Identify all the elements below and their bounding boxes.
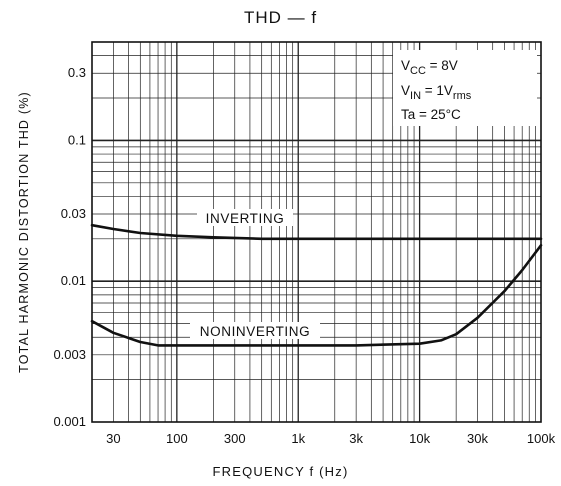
condition-text: VIN = 1Vrms — [401, 83, 472, 102]
y-tick-label: 0.01 — [61, 273, 86, 288]
tick-labels: 30 100 300 1k 3k 10k 30k 100k 0.001 0.003 0.01 0.03… — [53, 65, 555, 446]
x-axis-label: FREQUENCY f (Hz) — [212, 464, 349, 479]
x-tick-label: 30k — [467, 431, 488, 446]
y-tick-label: 0.3 — [68, 65, 86, 80]
x-tick-label: 30 — [106, 431, 120, 446]
x-tick-label: 100 — [166, 431, 188, 446]
series-label-bg — [197, 209, 293, 226]
condition-text: VCC = 8V — [401, 58, 458, 77]
series-label-inverting: INVERTING — [206, 211, 285, 226]
y-axis-label: TOTAL HARMONIC DISTORTION THD (%) — [17, 91, 31, 373]
x-tick-label: 1k — [291, 431, 305, 446]
series-line-noninverting — [90, 244, 543, 347]
series-label-noninverting: NONINVERTING — [200, 324, 310, 339]
x-tick-label: 3k — [349, 431, 363, 446]
plot-frame — [91, 41, 542, 423]
x-tick-label: 300 — [224, 431, 246, 446]
x-tick-label: 10k — [409, 431, 430, 446]
y-tick-label: 0.001 — [53, 414, 86, 429]
series-label-bg — [190, 322, 320, 339]
series-line-inverting — [90, 223, 543, 241]
y-tick-label: 0.003 — [53, 347, 86, 362]
conditions-box: VCC = 8V VIN = 1Vrms Ta = 25°C — [393, 50, 537, 126]
y-tick-label: 0.1 — [68, 132, 86, 147]
chart-title: THD — f — [243, 8, 318, 27]
series-labels: INVERTING NONINVERTING — [190, 209, 320, 339]
y-tick-label: 0.03 — [61, 206, 86, 221]
condition-text: Ta = 25°C — [401, 107, 461, 122]
series-layer — [90, 223, 543, 347]
x-tick-label: 100k — [527, 431, 556, 446]
conditions-bg — [393, 50, 537, 126]
